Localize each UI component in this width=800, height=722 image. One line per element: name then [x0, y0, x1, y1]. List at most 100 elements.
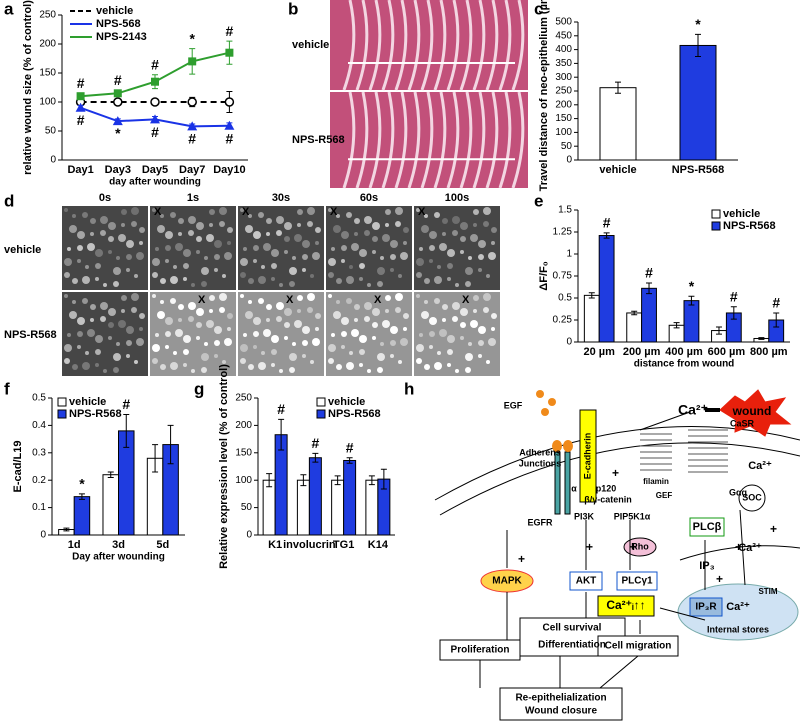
y-tick-label: 150	[555, 113, 572, 124]
cell-speckle	[302, 340, 308, 346]
legend-label: NPS-568	[96, 18, 141, 30]
error-bar	[715, 326, 722, 335]
cell-speckle	[227, 313, 233, 319]
y-tick-label: 250	[235, 393, 252, 404]
cell-speckle	[429, 259, 433, 263]
cell-speckle	[121, 309, 125, 313]
row-label: NPS-R568	[4, 329, 57, 341]
diagram-label: Cell migration	[605, 641, 672, 652]
cell-speckle	[170, 212, 176, 218]
cell-speckle	[258, 298, 264, 304]
cell-speckle	[284, 222, 292, 230]
cell-speckle	[170, 276, 178, 284]
wound-marker: X	[198, 294, 206, 306]
cell-speckle	[349, 265, 353, 269]
cell-speckle	[191, 369, 195, 373]
row-label: vehicle	[4, 244, 41, 256]
cell-speckle	[349, 351, 353, 355]
tissue-texture	[498, 0, 512, 91]
cell-speckle	[297, 309, 301, 313]
annotation: *	[695, 16, 701, 32]
cell-speckle	[478, 240, 486, 248]
tissue-texture	[368, 0, 382, 91]
cell-speckle	[116, 256, 120, 260]
cell-speckle	[307, 307, 313, 313]
panel-label: b	[288, 0, 298, 18]
diagram-label: Ca²⁺	[748, 460, 772, 472]
cell-speckle	[491, 327, 495, 331]
cell-speckle	[136, 252, 144, 260]
cell-speckle	[90, 318, 94, 322]
diagram-label: α	[571, 483, 577, 493]
cell-speckle	[416, 208, 420, 212]
diagram-label: AKT	[576, 576, 597, 587]
cell-speckle	[385, 309, 389, 313]
wound-marker: X	[330, 206, 338, 218]
cell-speckle	[261, 351, 265, 355]
cell-speckle	[271, 349, 277, 355]
cell-speckle	[126, 240, 134, 248]
cell-speckle	[173, 351, 177, 355]
cell-speckle	[209, 223, 213, 227]
x-tick-label: 800 µm	[750, 346, 788, 358]
cell-speckle	[284, 250, 288, 254]
cell-speckle	[403, 313, 409, 319]
cell-speckle	[452, 302, 460, 310]
cell-speckle	[354, 304, 360, 310]
error-bar	[730, 306, 737, 320]
legend-label: NPS-R568	[723, 220, 776, 232]
wound-marker: X	[286, 294, 294, 306]
annotation: *	[689, 278, 695, 294]
cell-speckle	[134, 274, 138, 278]
cell-speckle	[139, 313, 145, 319]
cell-speckle	[157, 225, 165, 233]
error-bar	[123, 413, 130, 448]
panel-label: e	[534, 191, 543, 210]
cell-speckle	[442, 304, 448, 310]
cell-speckle	[292, 256, 296, 260]
cell-speckle	[419, 333, 423, 337]
cell-speckle	[258, 276, 266, 284]
cell-speckle	[160, 364, 166, 370]
cell-speckle	[222, 274, 226, 278]
cell-speckle	[165, 317, 173, 325]
cell-speckle	[77, 331, 83, 337]
cell-speckle	[160, 300, 164, 304]
annotation: #	[311, 435, 319, 451]
y-axis-label: relative wound size (% of control)	[22, 0, 34, 175]
egf-dot	[536, 390, 544, 398]
cell-speckle	[136, 338, 144, 346]
x-tick-label: NPS-R568	[672, 164, 725, 176]
cell-speckle	[253, 245, 259, 251]
error-bar	[312, 452, 319, 463]
annotation: #	[277, 401, 285, 417]
tissue-texture	[355, 91, 369, 189]
y-tick-label: 150	[235, 447, 252, 458]
cell-speckle	[390, 340, 396, 346]
cell-speckle	[460, 336, 464, 340]
wound-marker: X	[154, 206, 162, 218]
bar	[262, 479, 276, 536]
cell-speckle	[395, 293, 403, 301]
cell-speckle	[351, 243, 359, 251]
cell-speckle	[351, 329, 359, 337]
cell-speckle	[95, 335, 103, 343]
legend-label: vehicle	[328, 396, 365, 408]
cell-speckle	[245, 225, 253, 233]
cell-speckle	[279, 369, 283, 373]
tissue-texture	[420, 91, 434, 189]
cell-speckle	[77, 231, 85, 239]
bar	[308, 457, 322, 536]
cell-speckle	[178, 318, 182, 322]
diagram-label: Re-epithelialization	[515, 693, 606, 704]
y-axis-label: Travel distance of neo-epithelium (µm)	[538, 0, 550, 191]
cell-speckle	[248, 214, 252, 218]
cell-speckle	[196, 308, 204, 316]
cell-speckle	[90, 218, 96, 224]
cell-speckle	[468, 342, 472, 346]
annotation: *	[189, 30, 195, 46]
cell-speckle	[188, 302, 196, 310]
diagram-label: PI3K	[574, 511, 595, 521]
tissue-texture	[407, 91, 421, 189]
